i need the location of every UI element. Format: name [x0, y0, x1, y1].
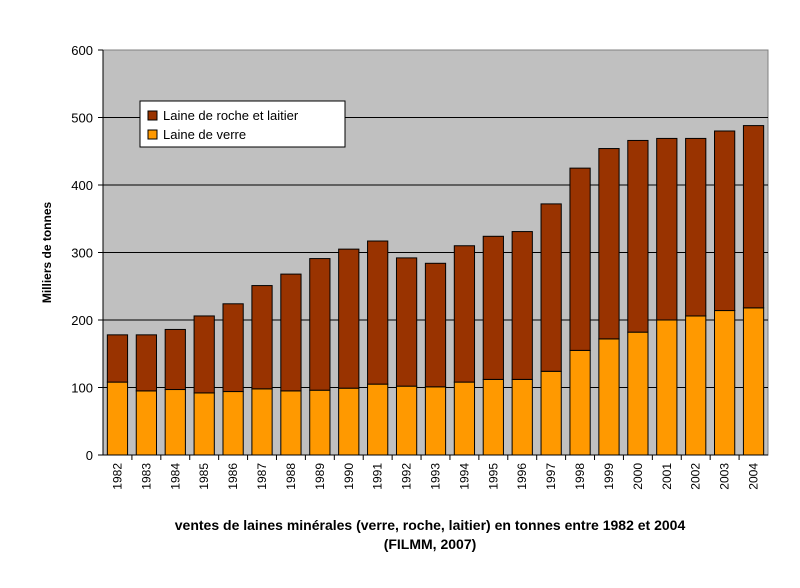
bar-laine-de-roche-1982	[106, 334, 129, 383]
x-tick-label: 1995	[486, 463, 500, 490]
bar-laine-de-verre-1985	[193, 392, 215, 456]
x-tick-label: 1984	[168, 463, 182, 490]
legend-swatch	[147, 129, 158, 140]
bar-laine-de-roche-1999	[598, 148, 620, 340]
x-tick-label: 1993	[429, 463, 443, 490]
y-tick-labels: 0 100 200 300 400 500 600	[71, 43, 93, 463]
x-tick-label: 1998	[573, 463, 587, 490]
bar-laine-de-verre-1990	[338, 387, 360, 456]
bar-laine-de-roche-1986	[222, 303, 244, 393]
x-tick-label: 1987	[255, 463, 269, 490]
legend-swatch	[147, 110, 158, 121]
x-tick-label: 2004	[747, 463, 761, 490]
bar-laine-de-roche-1989	[309, 258, 331, 391]
bar-laine-de-verre-2000	[627, 331, 649, 456]
x-tick-label: 1996	[515, 463, 529, 490]
axes	[98, 49, 768, 460]
x-tick-label: 1988	[284, 463, 298, 490]
x-tick-label: 1990	[342, 463, 356, 490]
bar-laine-de-roche-1992	[395, 257, 418, 387]
stacked-bar-chart: 0 100 200 300 400 500 600 1982 1983 1984 1985 1986…	[40, 43, 769, 490]
x-tick-label: 1986	[226, 463, 240, 490]
bar-laine-de-roche-1991	[367, 240, 389, 385]
bar-laine-de-roche-1993	[424, 262, 447, 388]
x-tick-labels: 1982 1983 1984 1985 1986 1987 1988 1989 1990 1991…	[110, 463, 760, 490]
legend-box	[139, 100, 346, 148]
bar-laine-de-roche-2003	[714, 130, 736, 312]
y-tick-label: 600	[71, 43, 93, 58]
bar-laine-de-verre-1988	[280, 390, 302, 456]
bar-laine-de-verre-1995	[482, 378, 504, 456]
bar-laine-de-verre-1993	[424, 386, 447, 456]
bar-laine-de-verre-1994	[453, 381, 476, 456]
bar-laine-de-verre-1986	[222, 391, 244, 456]
bar-laine-de-verre-2004	[742, 307, 765, 456]
x-tick-label: 1982	[110, 463, 124, 490]
x-tick-label: 1992	[400, 463, 414, 490]
bar-laine-de-verre-1987	[251, 388, 273, 456]
x-tick-label: 1983	[139, 463, 153, 490]
bar-laine-de-verre-2002	[685, 315, 707, 456]
x-tick-label: 2000	[631, 463, 645, 490]
y-axis-label: Milliers de tonnes	[40, 201, 54, 303]
x-tick-label: 1999	[602, 463, 616, 490]
bar-laine-de-verre-1983	[135, 390, 157, 456]
bar-laine-de-verre-1984	[164, 389, 186, 456]
bar-laine-de-verre-1982	[106, 381, 129, 456]
y-tick-label: 0	[86, 448, 93, 463]
bar-laine-de-verre-2001	[656, 319, 678, 456]
x-tick-label: 1989	[313, 463, 327, 490]
y-tick-label: 400	[71, 178, 93, 193]
y-tick-label: 300	[71, 246, 93, 261]
bar-laine-de-roche-2002	[685, 137, 707, 317]
bar-laine-de-roche-2001	[656, 137, 678, 321]
x-tick-label: 1997	[544, 463, 558, 490]
bar-laine-de-roche-1985	[193, 315, 215, 394]
x-tick-label: 2001	[660, 463, 674, 490]
bar-laine-de-roche-1983	[135, 334, 157, 392]
bars	[106, 125, 765, 456]
x-tick-label: 1985	[197, 463, 211, 490]
chart-title: ventes de laines minérales (verre, roche…	[174, 517, 686, 533]
x-tick-label: 1994	[457, 463, 471, 490]
x-tick-label: 2003	[718, 463, 732, 490]
bar-laine-de-verre-1997	[540, 370, 562, 456]
bar-laine-de-roche-1990	[338, 248, 360, 389]
chart-caption: ventes de laines minérales (verre, roche…	[0, 516, 800, 554]
bar-laine-de-verre-1989	[309, 389, 331, 456]
y-tick-label: 200	[71, 313, 93, 328]
bar-laine-de-verre-1992	[395, 385, 418, 456]
bar-laine-de-verre-1998	[569, 349, 591, 456]
bar-laine-de-roche-1995	[482, 235, 504, 380]
bar-laine-de-verre-1999	[598, 338, 620, 456]
y-tick-label: 100	[71, 381, 93, 396]
bar-laine-de-roche-1997	[540, 203, 562, 372]
chart-subtitle: (FILMM, 2007)	[383, 536, 477, 552]
legend-label: Laine de verre	[163, 127, 246, 142]
legend: Laine de roche et laitier Laine de verre	[139, 100, 346, 148]
bar-laine-de-roche-1988	[280, 273, 302, 392]
x-tick-label: 1991	[371, 463, 385, 490]
legend-label: Laine de roche et laitier	[163, 108, 299, 123]
bar-laine-de-roche-2004	[742, 125, 765, 309]
x-tick-label: 2002	[689, 463, 703, 490]
bar-laine-de-verre-1996	[511, 378, 533, 456]
bar-laine-de-verre-2003	[714, 310, 736, 456]
bar-laine-de-roche-1998	[569, 167, 591, 351]
y-tick-label: 500	[71, 111, 93, 126]
bar-laine-de-roche-1996	[511, 231, 533, 380]
bar-laine-de-roche-2000	[627, 139, 649, 333]
bar-laine-de-roche-1987	[251, 285, 273, 390]
bar-laine-de-roche-1994	[453, 245, 476, 383]
bar-laine-de-roche-1984	[164, 328, 186, 391]
bar-laine-de-verre-1991	[367, 383, 389, 456]
